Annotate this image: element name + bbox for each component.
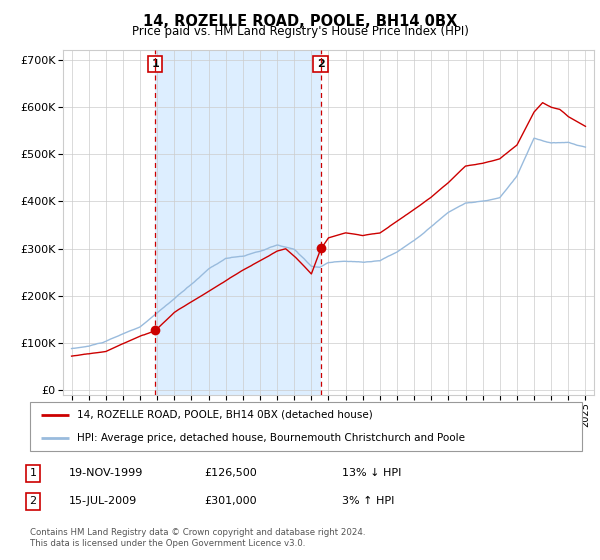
Text: £301,000: £301,000 bbox=[204, 496, 257, 506]
Text: 19-NOV-1999: 19-NOV-1999 bbox=[69, 468, 143, 478]
Text: 15-JUL-2009: 15-JUL-2009 bbox=[69, 496, 137, 506]
Text: 1: 1 bbox=[29, 468, 37, 478]
Text: £126,500: £126,500 bbox=[204, 468, 257, 478]
Text: HPI: Average price, detached house, Bournemouth Christchurch and Poole: HPI: Average price, detached house, Bour… bbox=[77, 433, 465, 444]
Text: 14, ROZELLE ROAD, POOLE, BH14 0BX: 14, ROZELLE ROAD, POOLE, BH14 0BX bbox=[143, 14, 457, 29]
Text: Price paid vs. HM Land Registry's House Price Index (HPI): Price paid vs. HM Land Registry's House … bbox=[131, 25, 469, 38]
Text: 3% ↑ HPI: 3% ↑ HPI bbox=[342, 496, 394, 506]
Text: 13% ↓ HPI: 13% ↓ HPI bbox=[342, 468, 401, 478]
Text: 1: 1 bbox=[151, 59, 159, 69]
Text: 2: 2 bbox=[29, 496, 37, 506]
Text: 2: 2 bbox=[317, 59, 325, 69]
Text: 14, ROZELLE ROAD, POOLE, BH14 0BX (detached house): 14, ROZELLE ROAD, POOLE, BH14 0BX (detac… bbox=[77, 410, 373, 420]
Bar bbox=[155, 50, 320, 395]
Text: Contains HM Land Registry data © Crown copyright and database right 2024.
This d: Contains HM Land Registry data © Crown c… bbox=[30, 528, 365, 548]
